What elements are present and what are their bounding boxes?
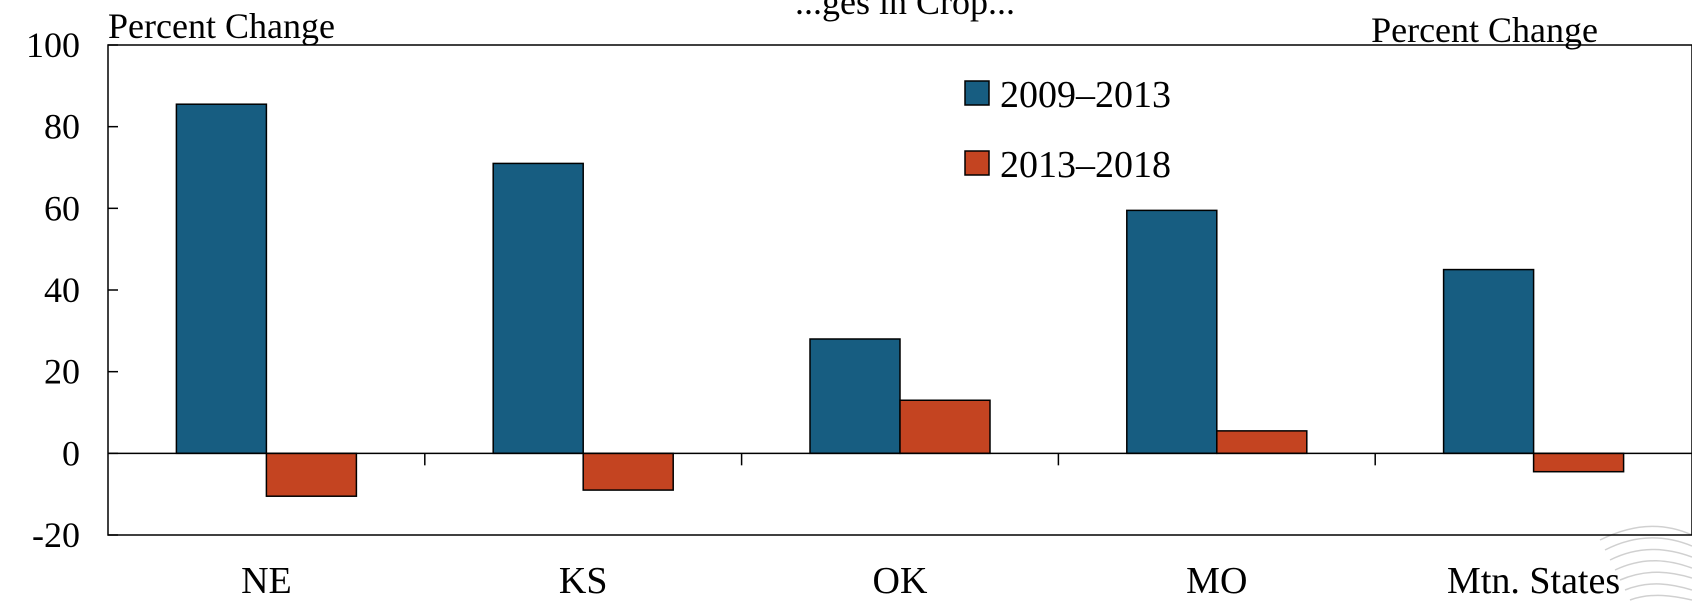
category-label: Mtn. States [1447,560,1620,602]
bar-2-mtn-states [1532,452,1625,473]
bar-1-ks [492,162,584,455]
bar-2-ok [899,399,991,455]
bar-2-ne [265,452,358,497]
y-axis-title-right: Percent Change [1371,10,1598,50]
y-tick-label: 40 [44,270,80,310]
y-axis-title-left: Percent Change [108,6,335,46]
category-ticks [424,453,1376,466]
legend-label-1: 2009–2013 [1000,74,1171,116]
bar-1-ok [809,338,901,455]
category-label: MO [1186,560,1247,602]
legend: 2009–2013 2013–2018 [964,74,1171,186]
bar-2-ks [582,452,674,491]
category-label: KS [559,560,608,602]
legend-swatch-1 [964,80,990,106]
y-tick-label: 20 [44,352,80,392]
y-axis-ticks: -20 0 20 40 60 80 100 [26,25,118,555]
category-label: NE [241,560,292,602]
bar-1-mtn-states [1442,268,1535,455]
chart-title: ...ges in Crop... [795,0,1015,22]
bar-2-mo [1216,430,1308,455]
y-tick-label: -20 [32,515,80,555]
bars-group [175,103,1625,497]
y-tick-label: 80 [44,107,80,147]
legend-swatch-2 [964,150,990,176]
category-labels: NE KS OK MO Mtn. States [241,560,1620,602]
category-label: OK [873,560,928,602]
watermark-logo [1599,525,1692,601]
y-tick-label: 0 [62,433,80,473]
bar-1-mo [1126,209,1218,455]
y-tick-label: 60 [44,188,80,228]
legend-label-2: 2013–2018 [1000,144,1171,186]
y-tick-label: 100 [26,25,80,65]
bar-1-ne [175,103,268,455]
